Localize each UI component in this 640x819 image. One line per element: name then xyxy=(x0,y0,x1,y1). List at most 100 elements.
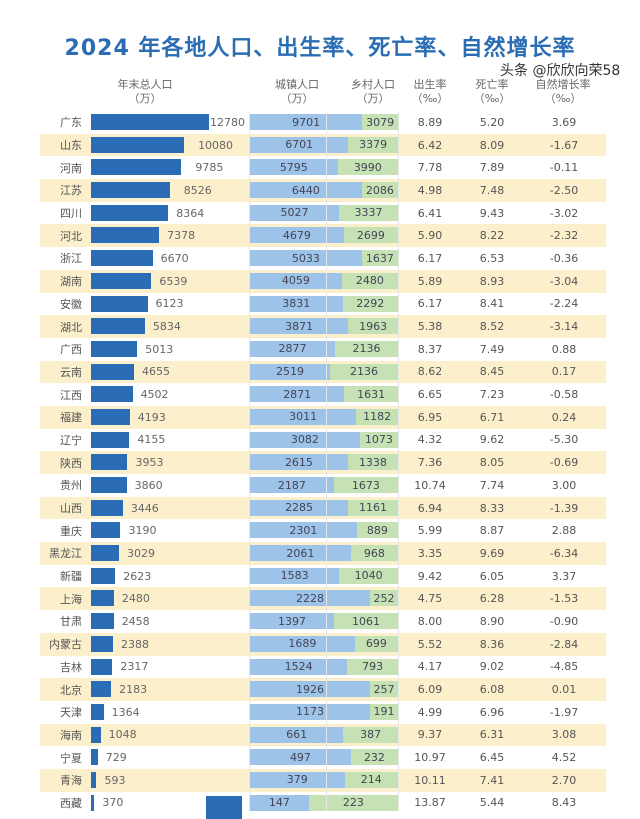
urban-bar: 1397 xyxy=(250,613,335,630)
total-bar xyxy=(91,136,185,153)
table-row: 四川 8364 5027 3337 6.41 9.43 -3.02 xyxy=(0,202,640,225)
total-label: 3446 xyxy=(130,501,159,515)
table-row: 江苏 8526 6440 2086 4.98 7.48 -2.50 xyxy=(0,179,640,202)
total-bar xyxy=(91,749,98,766)
birth-rate: 6.65 xyxy=(417,388,443,402)
total-label: 4655 xyxy=(141,365,170,379)
table-body: 广东 12780 9701 3079 8.89 5.20 3.69 山东 10080 6701 33… xyxy=(0,111,640,814)
table-row: 重庆 3190 2301 889 5.99 8.87 2.88 xyxy=(0,519,640,542)
urban-bar: 1926 xyxy=(250,681,370,698)
region-name: 青海 xyxy=(60,774,82,788)
death-rate: 8.52 xyxy=(479,320,505,334)
region-name: 山东 xyxy=(60,139,82,153)
total-label: 2317 xyxy=(120,660,149,674)
region-name: 四川 xyxy=(60,207,82,221)
header-total: 年末总人口 （万） xyxy=(117,78,173,105)
birth-rate: 3.35 xyxy=(417,546,443,560)
region-name: 山西 xyxy=(60,502,82,516)
total-label: 1364 xyxy=(111,705,140,719)
rural-bar: 1963 xyxy=(348,318,398,335)
table-row: 安徽 6123 3831 2292 6.17 8.41 -2.24 xyxy=(0,293,640,316)
header-urban: 城镇人口 （万） xyxy=(275,78,319,105)
table-row: 北京 2183 1926 257 6.09 6.08 0.01 xyxy=(0,678,640,701)
table-row: 河北 7378 4679 2699 5.90 8.22 -2.32 xyxy=(0,224,640,248)
rural-bar: 2699 xyxy=(343,227,398,244)
table-row: 新疆 2623 1583 1040 9.42 6.05 3.37 xyxy=(0,565,640,588)
birth-rate: 9.37 xyxy=(417,728,443,742)
urban-rural-bar: 2285 1161 xyxy=(250,499,398,516)
total-bar xyxy=(91,477,127,493)
total-label: 10080 xyxy=(198,138,234,152)
death-rate: 6.45 xyxy=(479,751,505,765)
rural-bar: 214 xyxy=(344,771,398,788)
birth-rate: 5.38 xyxy=(417,320,443,334)
region-name: 西藏 xyxy=(60,796,82,810)
total-label: 8364 xyxy=(176,206,205,220)
header-natural: 自然增长率 （‰） xyxy=(535,78,591,105)
urban-rural-bar: 5033 1637 xyxy=(250,250,398,267)
urban-rural-bar: 379 214 xyxy=(250,771,398,788)
table-row: 湖南 6539 4059 2480 5.89 8.93 -3.04 xyxy=(0,269,640,293)
death-rate: 6.96 xyxy=(479,705,505,719)
total-label: 8526 xyxy=(183,183,212,197)
death-rate: 6.28 xyxy=(479,592,505,606)
birth-rate: 9.42 xyxy=(417,569,443,583)
table-row: 河南 9785 5795 3990 7.78 7.89 -0.11 xyxy=(0,156,640,179)
region-name: 新疆 xyxy=(60,570,82,584)
total-label: 4193 xyxy=(137,410,166,424)
death-rate: 6.05 xyxy=(479,569,505,583)
region-name: 贵州 xyxy=(60,479,82,493)
rural-bar: 2086 xyxy=(361,182,398,199)
total-label: 593 xyxy=(104,773,126,787)
total-bar xyxy=(91,522,121,539)
birth-rate: 5.52 xyxy=(417,637,443,651)
urban-rural-bar: 3082 1073 xyxy=(250,431,398,448)
region-name: 江西 xyxy=(60,388,82,402)
total-label: 1048 xyxy=(108,728,137,742)
region-name: 重庆 xyxy=(60,524,82,538)
table-row: 江西 4502 2871 1631 6.65 7.23 -0.58 xyxy=(0,383,640,406)
header-rural: 乡村人口 （万） xyxy=(351,78,395,105)
total-bar xyxy=(91,499,123,516)
stack-grid xyxy=(249,111,399,811)
total-bar xyxy=(91,635,114,652)
total-bar xyxy=(91,794,95,811)
urban-rural-bar: 6701 3379 xyxy=(250,136,398,153)
total-bar xyxy=(91,363,134,380)
urban-rural-bar: 4059 2480 xyxy=(250,272,398,289)
death-rate: 5.20 xyxy=(479,115,505,129)
natural-growth-rate: -3.04 xyxy=(549,274,579,288)
urban-rural-bar: 9701 3079 xyxy=(250,114,398,130)
natural-growth-rate: -0.36 xyxy=(549,251,579,265)
birth-rate: 8.62 xyxy=(417,365,443,379)
birth-rate: 10.74 xyxy=(414,478,446,492)
table-row: 湖北 5834 3871 1963 5.38 8.52 -3.14 xyxy=(0,315,640,338)
death-rate: 9.62 xyxy=(479,433,505,447)
total-label: 2623 xyxy=(123,569,152,583)
region-name: 北京 xyxy=(60,683,82,697)
total-bar xyxy=(91,227,160,244)
total-bar xyxy=(91,159,182,176)
urban-bar: 2285 xyxy=(250,499,349,516)
urban-bar: 1689 xyxy=(250,635,355,652)
birth-rate: 5.99 xyxy=(417,524,443,538)
region-name: 黑龙江 xyxy=(49,547,82,561)
natural-growth-rate: -6.34 xyxy=(549,546,579,560)
birth-rate: 7.78 xyxy=(417,161,443,175)
natural-growth-rate: 0.24 xyxy=(551,410,577,424)
urban-bar: 1583 xyxy=(250,567,340,584)
urban-bar: 147 xyxy=(250,794,309,811)
total-bar xyxy=(91,408,130,425)
total-label: 12780 xyxy=(210,115,245,129)
total-label: 6123 xyxy=(155,297,184,311)
rural-bar: 2292 xyxy=(342,295,398,312)
header-birth: 出生率 （‰） xyxy=(411,78,449,105)
urban-bar: 1524 xyxy=(250,658,348,675)
table-row: 黑龙江 3029 2061 968 3.35 9.69 -6.34 xyxy=(0,542,640,565)
natural-growth-rate: 2.70 xyxy=(551,773,577,787)
urban-rural-bar: 3011 1182 xyxy=(250,408,398,425)
header-death: 死亡率 （‰） xyxy=(473,78,511,105)
urban-rural-bar: 3831 2292 xyxy=(250,295,398,312)
region-name: 辽宁 xyxy=(60,433,82,447)
region-name: 江苏 xyxy=(60,184,82,198)
